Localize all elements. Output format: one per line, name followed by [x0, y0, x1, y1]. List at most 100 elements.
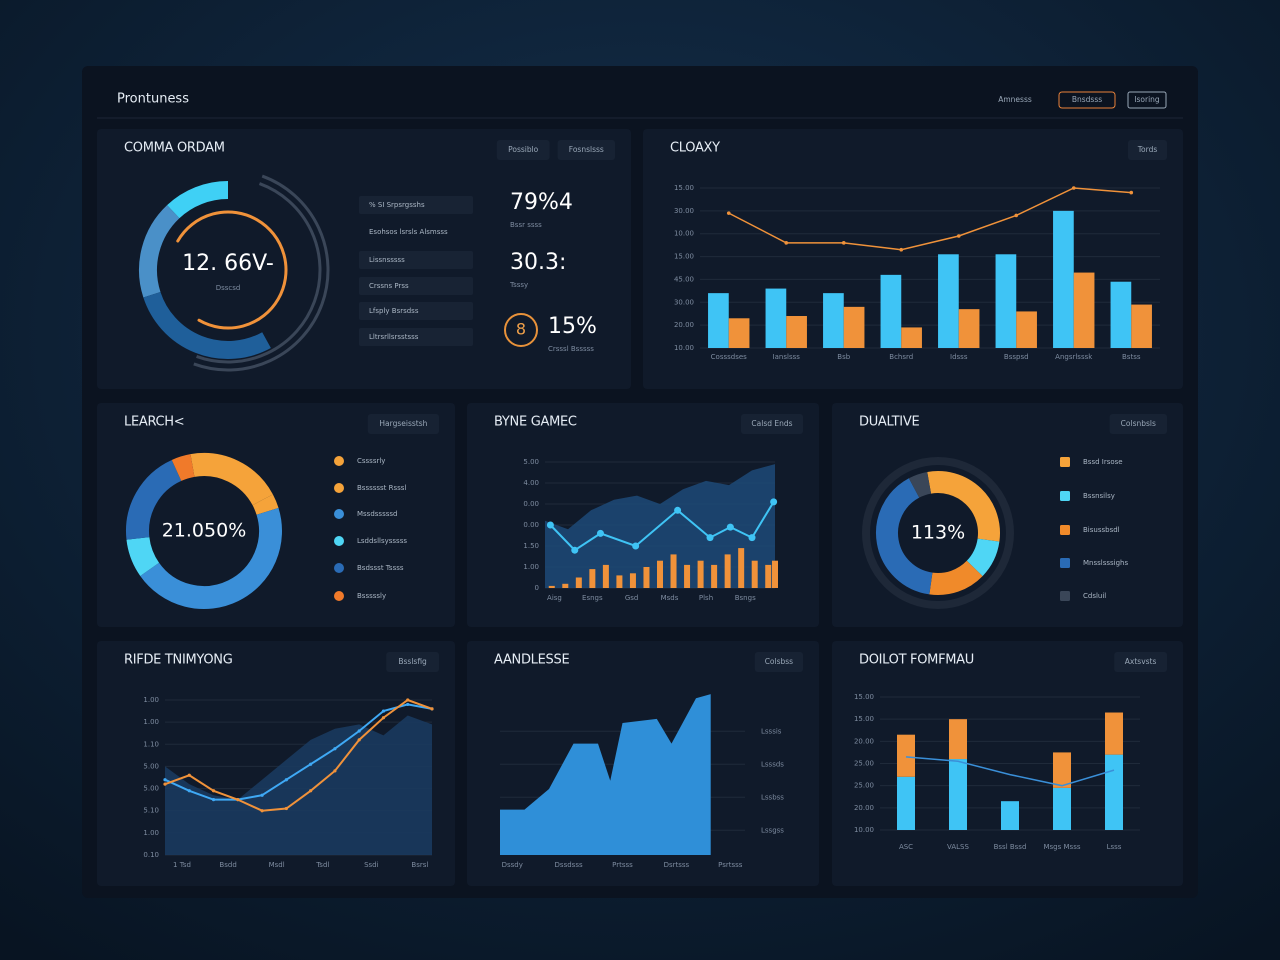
panel-button-label[interactable]: Possiblo [508, 145, 539, 154]
list-item[interactable] [359, 196, 473, 214]
line [164, 698, 433, 812]
panel-button[interactable] [1114, 652, 1167, 672]
bar [958, 309, 980, 348]
area [500, 694, 711, 855]
x-tick-label: Plsh [699, 594, 713, 602]
bar-segment [1053, 787, 1071, 830]
x-tick-label: Dsrtsss [664, 861, 690, 869]
panel-button[interactable] [557, 140, 615, 160]
legend-marker [334, 536, 344, 546]
list-item-label[interactable]: Lissnsssss [369, 256, 405, 264]
line-point [546, 521, 554, 529]
panel-button[interactable] [386, 652, 439, 672]
bar [657, 560, 663, 588]
area [165, 715, 432, 855]
panel-button[interactable] [367, 414, 439, 434]
y-tick-label: 5.00 [143, 785, 159, 793]
panel-button[interactable] [1109, 414, 1167, 434]
y-tick-label: 4.00 [523, 479, 539, 487]
bar [995, 254, 1017, 348]
list-item[interactable] [359, 277, 473, 295]
stat-value: 30.3: [510, 250, 566, 275]
list-item-label[interactable]: Lltrsrllsrsstsss [369, 333, 419, 341]
line-point [1014, 213, 1019, 218]
donut-segment [252, 494, 279, 515]
x-tick-label: Msdl [269, 861, 285, 869]
x-tick-label: Bsb [837, 353, 850, 361]
gauge-value: 12. 66V- [182, 251, 274, 276]
panel-title: CLOAXY [670, 141, 720, 156]
list-item[interactable] [359, 302, 473, 320]
panel-button-label[interactable]: Axtsvsts [1125, 657, 1157, 666]
list-item-label[interactable]: Lfsply Bsrsdss [369, 307, 419, 315]
header-button-label[interactable]: Isoring [1134, 95, 1160, 104]
bar [548, 585, 555, 588]
header-title: Prontuness [117, 92, 189, 107]
donut-center-label: 113% [911, 522, 965, 544]
panel-button-label[interactable]: Colsnbsls [1121, 419, 1156, 428]
panel-button-label[interactable]: Hargseisstsh [379, 419, 427, 428]
bar [1016, 311, 1037, 348]
x-tick-label: Lsss [1107, 843, 1122, 851]
panel-button-label[interactable]: Colsbss [765, 657, 793, 666]
panel-button-label[interactable]: Calsd Ends [751, 419, 792, 428]
list-item[interactable] [359, 328, 473, 346]
line-point [726, 211, 731, 215]
panel-button[interactable] [741, 414, 803, 434]
header-link[interactable]: Amnesss [998, 95, 1032, 104]
line-point [284, 778, 288, 782]
panel-button-label[interactable]: Bsslsfig [398, 657, 427, 666]
list-item-label[interactable]: Crssns Prss [369, 282, 409, 290]
donut-segment [126, 536, 160, 576]
header-button[interactable] [1058, 91, 1116, 109]
donut-segment [190, 453, 273, 506]
donut-segment [140, 507, 282, 609]
line-point [1071, 186, 1076, 190]
donut-segment [876, 478, 933, 595]
stat-label: Bssr ssss [510, 221, 542, 229]
panel-button[interactable] [496, 140, 550, 160]
x-tick-label: Msds [661, 594, 679, 602]
x-tick-label: Tsdl [315, 861, 329, 869]
list-item-label[interactable]: Esohsos lsrsls Alsmsss [369, 228, 448, 236]
bar [823, 293, 844, 348]
header-button-label[interactable]: Bnsdsss [1072, 95, 1102, 104]
bar-segment [949, 759, 967, 830]
line-point [309, 789, 313, 793]
line [728, 187, 1132, 251]
header-button[interactable] [1127, 91, 1167, 109]
y-tick-label: Lssbss [761, 793, 784, 801]
panel-button-label[interactable]: Tords [1137, 145, 1158, 154]
panel-button[interactable] [754, 652, 803, 672]
line-point [784, 241, 789, 245]
line-point [163, 778, 167, 782]
bar [616, 575, 623, 588]
panel-button[interactable] [1128, 140, 1167, 160]
x-tick-label: Bssl Bssd [994, 843, 1027, 851]
bar [880, 274, 902, 348]
y-tick-label: 5.10 [143, 807, 159, 815]
x-tick-label: Gsd [625, 594, 639, 602]
y-tick-label: 15.00 [854, 693, 874, 701]
x-tick-label: Cosssdses [711, 353, 748, 361]
bar [1053, 210, 1074, 348]
x-tick-label: Bchsrd [889, 353, 913, 361]
list-item-label[interactable]: % SI Srpsrgsshs [369, 201, 425, 209]
line-point [260, 809, 264, 813]
legend-label: Cssssrly [357, 457, 385, 465]
bar [772, 560, 778, 588]
donut-segment [929, 560, 983, 595]
line-point [899, 247, 904, 252]
donut-segment [126, 459, 182, 540]
y-tick-label: Lsssis [761, 727, 782, 735]
legend-label: Bsssssst Rsssl [357, 484, 406, 492]
list-item[interactable] [359, 251, 473, 269]
panel-button-label[interactable]: Fosnslsss [569, 145, 604, 154]
y-tick-label: 5.00 [523, 458, 539, 466]
x-tick-label: Bsrsl [411, 861, 428, 869]
line-point [309, 762, 313, 766]
bar [697, 560, 704, 588]
bar [711, 564, 718, 588]
stat-badge-label: 8 [516, 320, 526, 339]
line-point [956, 234, 961, 238]
